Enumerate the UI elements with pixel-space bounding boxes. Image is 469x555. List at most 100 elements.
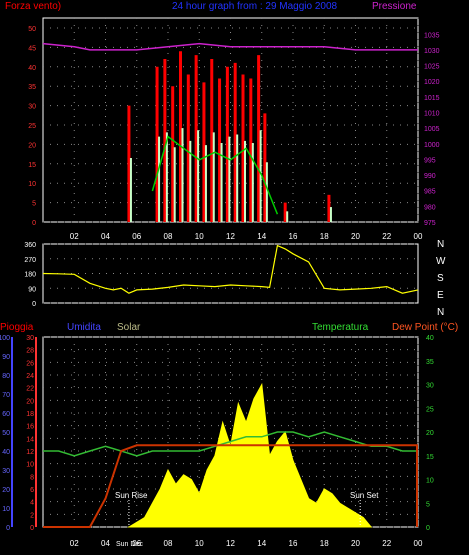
humidity-tick-label: 100 xyxy=(0,335,10,342)
rain-tick-label: 4 xyxy=(30,500,34,507)
wind-time-label: 10 xyxy=(195,232,204,241)
direction-tick-label: 180 xyxy=(24,272,36,279)
pressure-tick-label: 995 xyxy=(424,157,436,164)
direction-letter-w: W xyxy=(436,256,446,267)
direction-tick-label: 90 xyxy=(28,286,36,293)
humidity-tick-label: 10 xyxy=(2,506,10,513)
pressure-tick-label: 1010 xyxy=(424,110,440,117)
humidity-tick-label: 0 xyxy=(6,525,10,532)
wind-panel-frame xyxy=(42,17,419,223)
solar-axis-title: Solar xyxy=(117,322,141,333)
wind-time-label: 14 xyxy=(257,232,266,241)
wind-tick-label: 0 xyxy=(32,220,36,227)
pressure-tick-label: 1000 xyxy=(424,142,440,149)
humidity-line xyxy=(43,444,418,528)
wind-tick-label: 25 xyxy=(28,123,36,130)
bottom-time-label: 02 xyxy=(70,539,79,548)
rain-tick-label: 8 xyxy=(30,474,34,481)
wind-time-label: 04 xyxy=(101,232,110,241)
sunrise-axis-label: Sun Dec xyxy=(116,541,143,548)
temperature-tick-label: 40 xyxy=(426,335,434,342)
wind-tick-label: 50 xyxy=(28,26,36,33)
wind-time-label: 08 xyxy=(164,232,173,241)
bottom-time-label: 16 xyxy=(289,539,298,548)
humidity-tick-label: 90 xyxy=(2,354,10,361)
direction-tick-label: 0 xyxy=(32,301,36,308)
pressure-tick-label: 1025 xyxy=(424,64,440,71)
wind-tick-label: 20 xyxy=(28,142,36,149)
temperature-tick-label: 20 xyxy=(426,430,434,437)
rain-tick-label: 22 xyxy=(26,386,34,393)
direction-letter-n-bottom: N xyxy=(437,307,444,318)
pressure-tick-label: 1015 xyxy=(424,95,440,102)
rain-tick-label: 12 xyxy=(26,449,34,456)
wind-time-label: 02 xyxy=(70,232,79,241)
humidity-axis-title: Umidita xyxy=(67,322,101,333)
wind-tick-label: 15 xyxy=(28,162,36,169)
direction-tick-label: 360 xyxy=(24,242,36,249)
direction-tick-label: 270 xyxy=(24,257,36,264)
humidity-tick-label: 30 xyxy=(2,468,10,475)
rain-tick-label: 28 xyxy=(26,348,34,355)
humidity-tick-label: 20 xyxy=(2,487,10,494)
solar-area xyxy=(127,382,373,528)
bottom-time-label: 08 xyxy=(164,539,173,548)
temperature-tick-label: 35 xyxy=(426,359,434,366)
temperature-tick-label: 5 xyxy=(426,501,430,508)
pressure-tick-label: 1030 xyxy=(424,48,440,55)
bottom-time-label: 04 xyxy=(101,539,110,548)
temperature-tick-label: 10 xyxy=(426,478,434,485)
rain-tick-label: 24 xyxy=(26,373,34,380)
pressure-axis-title: Pressione xyxy=(372,1,417,12)
pressure-tick-label: 990 xyxy=(424,173,436,180)
sunset-label: Sun Set xyxy=(350,491,379,500)
wind-tick-label: 40 xyxy=(28,65,36,72)
direction-letter-s: S xyxy=(437,273,444,284)
rain-tick-label: 6 xyxy=(30,487,34,494)
pressure-tick-label: 975 xyxy=(424,220,436,227)
wind-time-label: 16 xyxy=(289,232,298,241)
temperature-tick-label: 25 xyxy=(426,406,434,413)
bottom-time-label: 10 xyxy=(195,539,204,548)
rain-tick-label: 2 xyxy=(30,512,34,519)
rain-tick-label: 30 xyxy=(26,335,34,342)
rain-tick-label: 20 xyxy=(26,398,34,405)
bottom-time-label: 22 xyxy=(382,539,391,548)
humidity-tick-label: 50 xyxy=(2,430,10,437)
temperature-tick-label: 15 xyxy=(426,454,434,461)
bottom-time-label: 14 xyxy=(257,539,266,548)
pressure-tick-label: 985 xyxy=(424,189,436,196)
wind-tick-label: 30 xyxy=(28,104,36,111)
humidity-tick-label: 40 xyxy=(2,449,10,456)
bottom-time-label: 12 xyxy=(226,539,235,548)
rain-tick-label: 18 xyxy=(26,411,34,418)
bottom-time-label: 20 xyxy=(351,539,360,548)
pressure-line xyxy=(42,42,418,51)
rain-tick-label: 0 xyxy=(30,525,34,532)
temperature-axis-title: Temperatura xyxy=(312,322,369,333)
humidity-tick-label: 70 xyxy=(2,392,10,399)
rain-axis-title: Pioggia xyxy=(0,322,34,333)
direction-line xyxy=(42,244,419,294)
wind-time-label: 00 xyxy=(414,232,423,241)
chart-title: 24 hour graph from : 29 Maggio 2008 xyxy=(172,1,338,12)
wind-tick-label: 35 xyxy=(28,84,36,91)
wind-time-label: 06 xyxy=(132,232,141,241)
wind-tick-label: 45 xyxy=(28,45,36,52)
temperature-tick-label: 0 xyxy=(426,525,430,532)
wind-axis-title: Forza vento) xyxy=(5,1,61,12)
dewpoint-axis-title: Dew Point (°C) xyxy=(392,322,458,333)
bottom-time-label: 18 xyxy=(320,539,329,548)
direction-letter-e: E xyxy=(437,290,444,301)
temperature-line xyxy=(43,431,418,457)
pressure-tick-label: 1020 xyxy=(424,79,440,86)
bottom-time-label: 06 xyxy=(132,539,141,548)
humidity-tick-label: 80 xyxy=(2,373,10,380)
wind-time-label: 12 xyxy=(226,232,235,241)
wind-time-label: 18 xyxy=(320,232,329,241)
rain-tick-label: 16 xyxy=(26,424,34,431)
pressure-tick-label: 1005 xyxy=(424,126,440,133)
wind-tick-label: 5 xyxy=(32,201,36,208)
pressure-tick-label: 980 xyxy=(424,204,436,211)
